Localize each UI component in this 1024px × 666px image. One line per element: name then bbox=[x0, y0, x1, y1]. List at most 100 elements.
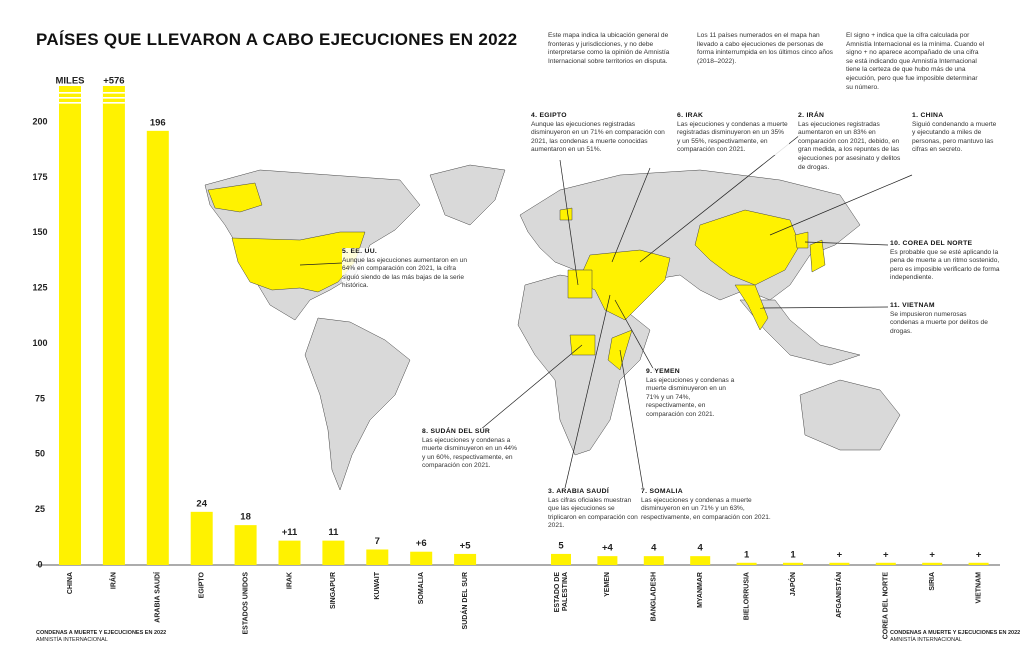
map-note: El signo + indica que la cifra calculada… bbox=[846, 32, 985, 91]
leader-line bbox=[614, 299, 656, 373]
bar bbox=[278, 540, 301, 565]
annotation: 11. VIETNAM Se impusieron numerosas conde… bbox=[890, 302, 990, 337]
y-tick-label: 200 bbox=[32, 116, 47, 126]
leader-line bbox=[564, 294, 611, 489]
x-tick-label: SOMALIA bbox=[418, 572, 425, 604]
china bbox=[694, 209, 801, 286]
x-tick-label: AFGANISTÁN bbox=[834, 572, 843, 618]
value-label: +4 bbox=[602, 543, 614, 554]
bar bbox=[875, 562, 896, 565]
annotation-text: Es probable que se esté aplicando la pen… bbox=[890, 248, 1000, 282]
annotation-title: 11. VIETNAM bbox=[890, 302, 935, 309]
value-label: +5 bbox=[460, 540, 472, 551]
x-tick-label: YEMEN bbox=[604, 572, 611, 597]
x-tick-label: SIRIA bbox=[929, 572, 936, 591]
x-tick-label: ESTADO DEPALESTINA bbox=[554, 572, 569, 613]
value-label: 5 bbox=[558, 540, 564, 551]
map-note: Los 11 países numerados en el mapa han l… bbox=[697, 32, 833, 65]
annotation: 2. IRÁN Las ejecuciones registradas aumen… bbox=[798, 112, 904, 173]
alaska bbox=[207, 182, 263, 213]
annotation-text: Aunque las ejecuciones registradas dismi… bbox=[531, 120, 665, 154]
footer: CONDENAS A MUERTE Y EJECUCIONES EN 2022 A… bbox=[36, 630, 166, 644]
annotation-title: 4. EGIPTO bbox=[531, 112, 567, 119]
x-tick-label: BANGLADESH bbox=[651, 572, 658, 621]
annotation-text: Las ejecuciones y condenas a muerte dism… bbox=[641, 496, 771, 521]
annotation-title: 5. EE. UU. bbox=[342, 248, 378, 255]
annotation-text: Las ejecuciones y condenas a muerte dism… bbox=[422, 436, 517, 470]
north-korea bbox=[794, 231, 809, 249]
bar bbox=[190, 511, 213, 565]
y-tick-label: 0 bbox=[37, 559, 42, 569]
bar bbox=[643, 556, 664, 565]
value-label: +11 bbox=[282, 527, 298, 538]
leader-line bbox=[639, 134, 801, 263]
x-tick-label: EGIPTO bbox=[199, 571, 206, 598]
bar bbox=[690, 556, 711, 565]
leader-line bbox=[479, 344, 583, 431]
map-note: Este mapa indica la ubicación general de… bbox=[548, 32, 670, 65]
annotation: 6. IRAK Las ejecuciones y condenas a muer… bbox=[677, 112, 789, 155]
bar bbox=[968, 562, 989, 565]
annotation-text: Siguió condenando a muerte y ejecutando … bbox=[912, 120, 997, 154]
footer-title: CONDENAS A MUERTE Y EJECUCIONES EN 2022 bbox=[890, 630, 1021, 636]
bar bbox=[829, 562, 850, 565]
x-tick-label: IRAK bbox=[286, 572, 293, 589]
x-tick-label: MYANMAR bbox=[697, 572, 704, 608]
annotation-title: 10. COREA DEL NORTE bbox=[890, 240, 973, 247]
bar bbox=[322, 540, 345, 565]
x-tick-label: ARABIA SAUDÍ bbox=[153, 571, 162, 623]
annotation-text: Las ejecuciones registradas aumentaron e… bbox=[798, 120, 901, 171]
y-tick-label: 25 bbox=[35, 504, 45, 514]
bar bbox=[551, 553, 571, 565]
annotation-title: 1. CHINA bbox=[912, 112, 944, 119]
world-map bbox=[204, 164, 901, 491]
value-label: + bbox=[929, 549, 935, 560]
value-label: + bbox=[883, 549, 889, 560]
value-label: 11 bbox=[328, 527, 339, 538]
y-tick-label: 50 bbox=[35, 449, 45, 459]
x-tick-label: SINGAPUR bbox=[330, 572, 337, 609]
value-label: 18 bbox=[240, 512, 251, 523]
bar bbox=[366, 549, 389, 565]
belarus bbox=[559, 207, 573, 221]
value-label: +576 bbox=[103, 75, 124, 86]
value-label: 24 bbox=[196, 498, 207, 509]
annotation: 9. YEMEN Las ejecuciones y condenas a mue… bbox=[646, 368, 738, 420]
y-tick-label: 175 bbox=[32, 172, 47, 182]
y-tick-label: 150 bbox=[32, 227, 47, 237]
greenland bbox=[429, 164, 506, 226]
x-tick-label: IRÁN bbox=[109, 572, 118, 589]
bar bbox=[410, 551, 433, 565]
value-label: 1 bbox=[790, 549, 796, 560]
x-tick-label: KUWAIT bbox=[374, 571, 381, 599]
footer-source: AMNISTÍA INTERNACIONAL bbox=[890, 637, 962, 643]
annotation: 7. SOMALIA Las ejecuciones y condenas a m… bbox=[641, 488, 771, 523]
annotation-title: 8. SUDÁN DEL SUR bbox=[422, 428, 491, 435]
egypt bbox=[567, 269, 593, 299]
annotation: 8. SUDÁN DEL SUR Las ejecuciones y conden… bbox=[422, 428, 518, 471]
annotation-text: Las cifras oficiales muestran que las ej… bbox=[548, 496, 638, 530]
annotation-title: 9. YEMEN bbox=[646, 368, 681, 375]
leader-line bbox=[759, 306, 889, 309]
annotation: 1. CHINA Siguió condenando a muerte y eje… bbox=[912, 112, 998, 155]
leader-line bbox=[299, 262, 343, 266]
myanmar-vietnam bbox=[734, 284, 769, 331]
annotation: 4. EGIPTO Aunque las ejecuciones registra… bbox=[531, 112, 669, 155]
bar bbox=[59, 86, 81, 565]
bar bbox=[102, 86, 125, 565]
value-label: +6 bbox=[416, 538, 427, 549]
annotation-text: Las ejecuciones y condenas a muerte regi… bbox=[677, 120, 788, 154]
annotation-title: 7. SOMALIA bbox=[641, 488, 683, 495]
annotation-text: Las ejecuciones y condenas a muerte dism… bbox=[646, 376, 735, 418]
footer: CONDENAS A MUERTE Y EJECUCIONES EN 2022 A… bbox=[890, 630, 1020, 644]
x-tick-label: COREA DEL NORTE bbox=[883, 572, 890, 640]
annotation-text: Aunque las ejecuciones aumentaron en un … bbox=[342, 256, 468, 290]
value-label: 1 bbox=[744, 549, 750, 560]
australia bbox=[799, 379, 901, 451]
y-tick-label: 100 bbox=[32, 338, 47, 348]
annotation-title: 2. IRÁN bbox=[798, 112, 825, 119]
annotation: 3. ARABIA SAUDÍ Las cifras oficiales mues… bbox=[548, 488, 640, 531]
chart-title: PAÍSES QUE LLEVARON A CABO EJECUCIONES E… bbox=[36, 30, 518, 49]
